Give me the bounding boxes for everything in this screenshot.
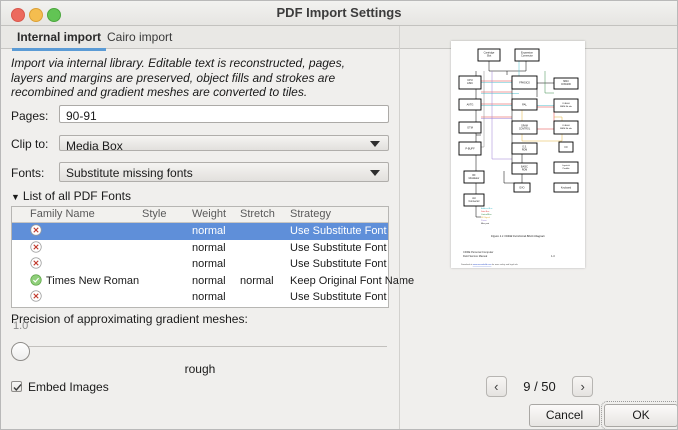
svg-text:MMU: MMU xyxy=(563,81,569,83)
svg-text:CONAND: CONAND xyxy=(561,83,571,86)
svg-text:AVTG: AVTG xyxy=(467,102,474,106)
svg-text:Connector: Connector xyxy=(521,53,533,57)
svg-text:PAL: PAL xyxy=(522,102,527,106)
svg-text:Power: Power xyxy=(481,220,487,222)
svg-text:MEM 8b tab: MEM 8b tab xyxy=(560,105,573,108)
svg-text:Field Service Manual: Field Service Manual xyxy=(463,254,488,258)
svg-text:GTM: GTM xyxy=(467,125,473,129)
svg-text:Joystick: Joystick xyxy=(562,164,571,167)
svg-text:Keyboard: Keyboard xyxy=(561,186,572,189)
svg-text:Figure 1.1 CDDE Functional Bl: Figure 1.1 CDDE Functional Block Diagram xyxy=(491,234,546,238)
svg-text:Misc port: Misc port xyxy=(481,222,490,225)
svg-text:CONTROL: CONTROL xyxy=(519,128,531,130)
svg-text:Data Bus: Data Bus xyxy=(481,210,489,213)
svg-text:CDDE Personal Computer: CDDE Personal Computer xyxy=(463,250,494,254)
svg-text:SRAM: SRAM xyxy=(521,124,528,127)
svg-text:RF Signal: RF Signal xyxy=(481,217,490,219)
svg-text:P-BUFF: P-BUFF xyxy=(465,146,475,150)
svg-text:Paddle: Paddle xyxy=(563,168,571,170)
svg-text:ROM: ROM xyxy=(522,149,527,151)
svg-text:Control/Bus: Control/Bus xyxy=(481,213,491,216)
svg-text:Address/Bus: Address/Bus xyxy=(481,207,492,210)
svg-text:MEM 8b tab: MEM 8b tab xyxy=(560,127,573,130)
svg-text:FLASH: FLASH xyxy=(562,124,569,127)
svg-text:1-3: 1-3 xyxy=(551,254,555,258)
svg-text:EVO: EVO xyxy=(519,186,524,189)
svg-text:Slot: Slot xyxy=(487,53,492,57)
svg-text:Download at www.manualslib.com: Download at www.manualslib.com for more … xyxy=(461,263,519,266)
svg-text:Modulator: Modulator xyxy=(469,177,480,180)
svg-text:I/O: I/O xyxy=(564,146,567,149)
svg-text:O.S.: O.S. xyxy=(522,146,527,148)
svg-text:FPASIC0: FPASIC0 xyxy=(519,80,530,84)
svg-text:BASIC: BASIC xyxy=(521,165,528,168)
svg-text:ASIC: ASIC xyxy=(467,81,473,85)
svg-text:ROM: ROM xyxy=(522,169,527,171)
svg-text:FLASH: FLASH xyxy=(562,102,569,105)
svg-text:Connector: Connector xyxy=(468,200,479,203)
